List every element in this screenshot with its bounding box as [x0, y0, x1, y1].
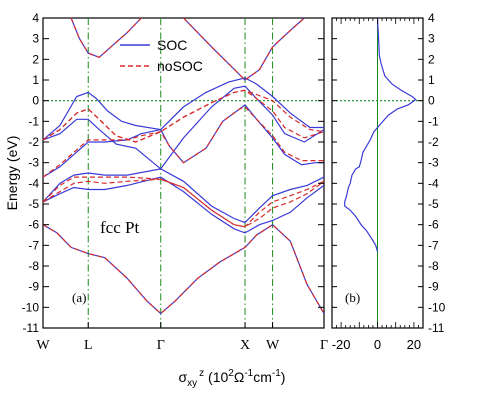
legend: SOC noSOC — [120, 37, 203, 74]
x-axis-label: σxyz (102Ω-1cm-1) — [179, 368, 286, 389]
panel-b-curve — [344, 17, 417, 252]
nosoc-band-line — [70, 17, 142, 58]
y-tick-label: -6 — [428, 218, 439, 232]
y-tick-label: -3 — [428, 156, 439, 170]
soc-band-line — [42, 85, 325, 170]
y-tick-label: 2 — [32, 52, 39, 66]
y-tick-label: 4 — [428, 11, 435, 25]
y-tick-label: -9 — [428, 280, 439, 294]
y-tick-label: 1 — [428, 73, 435, 87]
panel-a-bands — [42, 17, 325, 315]
y-tick-label: -11 — [428, 321, 445, 335]
nosoc-band-line — [183, 17, 305, 81]
k-point-label: Γ — [320, 338, 328, 353]
nosoc-band-line — [42, 176, 325, 228]
y-tick-label: -7 — [28, 238, 39, 252]
y-tick-label: -3 — [28, 156, 39, 170]
soc-band-line — [42, 77, 324, 141]
x-tick-label: 0 — [374, 337, 381, 352]
y-tick-label: -7 — [428, 238, 439, 252]
k-point-label: W — [36, 338, 50, 353]
panel-a-label: (a) — [72, 290, 86, 305]
k-point-label: W — [266, 338, 280, 353]
fcc-pt-annotation: fcc Pt — [100, 218, 139, 237]
y-tick-label: 0 — [428, 94, 435, 108]
legend-nosoc-label: noSOC — [157, 58, 203, 74]
y-tick-label: -1 — [428, 114, 439, 128]
panel-b-reference-lines — [332, 18, 423, 328]
nosoc-band-line — [42, 89, 325, 143]
panel-b-label: (b) — [345, 290, 360, 305]
k-point-label: Γ — [157, 338, 165, 353]
y-tick-label: -10 — [428, 300, 446, 314]
y-tick-label: -1 — [28, 114, 39, 128]
y-tick-label: -4 — [428, 176, 439, 190]
y-tick-label: -10 — [22, 300, 40, 314]
y-tick-label: -8 — [28, 259, 39, 273]
nosoc-band-line — [42, 178, 325, 228]
x-tick-label: -20 — [332, 337, 351, 352]
y-tick-label: 2 — [428, 52, 435, 66]
y-axis-label: Energy (eV) — [4, 136, 20, 211]
legend-soc-label: SOC — [157, 37, 187, 53]
y-tick-label: 4 — [32, 11, 39, 25]
k-point-label: X — [240, 338, 250, 353]
y-tick-label: -11 — [23, 321, 40, 335]
y-tick-label: -6 — [28, 218, 39, 232]
y-tick-label: -5 — [28, 197, 39, 211]
y-tick-label: 1 — [32, 73, 39, 87]
x-tick-label: 20 — [407, 337, 421, 352]
y-tick-label: -8 — [428, 259, 439, 273]
y-tick-label: 0 — [32, 94, 39, 108]
soc-band-line — [42, 103, 324, 178]
y-tick-label: 3 — [428, 32, 435, 46]
y-tick-label: -5 — [428, 197, 439, 211]
nosoc-band-line — [42, 89, 325, 143]
k-point-label: L — [84, 338, 93, 353]
y-tick-label: 3 — [32, 32, 39, 46]
soc-band-line — [42, 176, 325, 234]
soc-band-line — [42, 168, 325, 224]
nosoc-band-line — [42, 223, 325, 315]
y-tick-label: -9 — [28, 280, 39, 294]
y-tick-label: -2 — [28, 135, 39, 149]
y-tick-label: -2 — [428, 135, 439, 149]
hall-conductivity-curve — [344, 17, 417, 252]
y-tick-label: -4 — [28, 176, 39, 190]
nosoc-band-line — [42, 106, 324, 178]
